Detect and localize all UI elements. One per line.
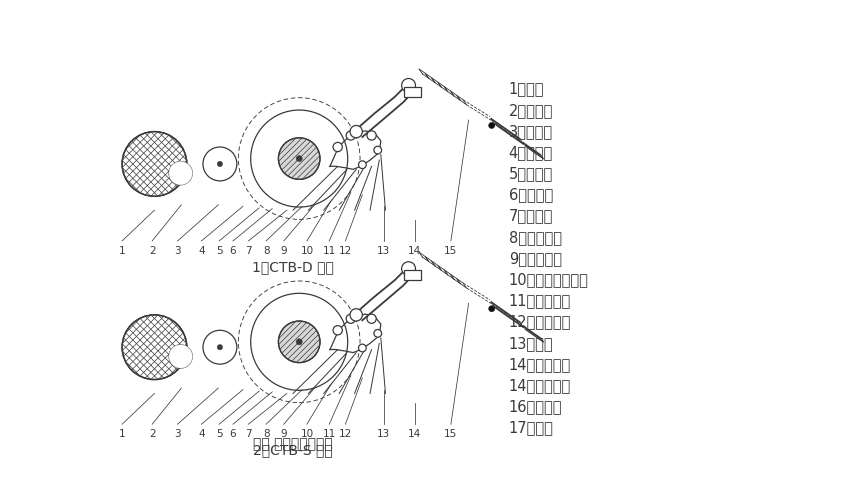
Circle shape: [346, 131, 356, 140]
Text: 12、分闸猝子: 12、分闸猝子: [509, 314, 571, 330]
Text: 16、挂簧轴: 16、挂簧轴: [509, 399, 562, 414]
Circle shape: [367, 314, 376, 324]
Text: 7: 7: [245, 246, 251, 256]
Text: 11、合闸半轴: 11、合闸半轴: [509, 294, 571, 308]
Text: 7: 7: [245, 429, 251, 439]
Text: 17、凸轮: 17、凸轮: [509, 420, 554, 436]
Text: 6: 6: [230, 246, 236, 256]
Circle shape: [250, 294, 348, 390]
Text: 11: 11: [323, 246, 336, 256]
Text: 2: 2: [149, 429, 155, 439]
Text: 14: 14: [408, 246, 421, 256]
Circle shape: [358, 161, 366, 168]
Circle shape: [217, 344, 222, 350]
Text: 13: 13: [377, 246, 391, 256]
Text: 11: 11: [323, 429, 336, 439]
Text: 14、分闸半轴: 14、分闸半轴: [509, 357, 571, 372]
Circle shape: [350, 308, 363, 321]
Circle shape: [402, 78, 415, 92]
Circle shape: [346, 314, 356, 324]
Circle shape: [374, 146, 381, 154]
Text: 10: 10: [301, 429, 313, 439]
Circle shape: [169, 162, 192, 184]
Text: 12: 12: [339, 429, 352, 439]
Circle shape: [296, 156, 302, 162]
Circle shape: [367, 131, 376, 140]
Text: 8、输出拐臂: 8、输出拐臂: [509, 230, 562, 245]
Text: 9: 9: [280, 429, 287, 439]
Text: 4: 4: [198, 246, 205, 256]
Text: 13: 13: [377, 429, 391, 439]
Text: 13、扣件: 13、扣件: [509, 336, 554, 350]
Circle shape: [489, 122, 495, 128]
Text: 6、储能轴: 6、储能轴: [509, 188, 553, 202]
Text: 1: 1: [119, 246, 126, 256]
Text: 14、合闸弹簧: 14、合闸弹簧: [509, 378, 571, 393]
Text: 6: 6: [230, 429, 236, 439]
Text: 9: 9: [280, 246, 287, 256]
Text: 2、CTB-S 机构: 2、CTB-S 机构: [253, 444, 333, 458]
Circle shape: [278, 321, 320, 362]
Circle shape: [489, 306, 495, 312]
Circle shape: [169, 162, 192, 184]
Text: 3、齿轮轴: 3、齿轮轴: [509, 124, 553, 139]
Text: 10: 10: [301, 246, 313, 256]
Circle shape: [169, 345, 192, 368]
Text: 2、小齿轮: 2、小齿轮: [509, 102, 553, 118]
Text: 1、电机: 1、电机: [509, 82, 544, 96]
Text: 4、大齿轮: 4、大齿轮: [509, 145, 553, 160]
Text: 5: 5: [216, 429, 222, 439]
Circle shape: [374, 330, 381, 337]
Circle shape: [358, 344, 366, 352]
Text: 4: 4: [198, 429, 205, 439]
Text: 9、储能拐臂: 9、储能拐臂: [509, 251, 562, 266]
Text: 1: 1: [119, 429, 126, 439]
Text: 8: 8: [263, 246, 269, 256]
Circle shape: [203, 147, 237, 181]
Circle shape: [203, 330, 237, 364]
Circle shape: [122, 315, 187, 380]
Text: 3: 3: [174, 429, 181, 439]
Text: 15: 15: [444, 429, 458, 439]
Text: 5: 5: [216, 246, 222, 256]
Circle shape: [333, 326, 342, 335]
Text: 2: 2: [149, 246, 155, 256]
Circle shape: [169, 345, 192, 368]
Circle shape: [333, 142, 342, 152]
Text: 15: 15: [444, 246, 458, 256]
Text: 14: 14: [408, 429, 421, 439]
Text: 10、储能保持猝子: 10、储能保持猝子: [509, 272, 588, 287]
Circle shape: [122, 132, 187, 196]
Text: 3: 3: [174, 246, 181, 256]
Text: 8: 8: [263, 429, 269, 439]
FancyBboxPatch shape: [404, 270, 421, 280]
Text: 5、驱动爪: 5、驱动爪: [509, 166, 553, 182]
Text: 图一 机构的结构详图: 图一 机构的结构详图: [253, 438, 333, 452]
Circle shape: [296, 338, 302, 345]
Circle shape: [350, 126, 363, 138]
Circle shape: [278, 138, 320, 179]
Circle shape: [217, 162, 222, 166]
Circle shape: [402, 262, 415, 276]
FancyBboxPatch shape: [404, 87, 421, 97]
Circle shape: [250, 110, 348, 207]
Text: 1、CTB-D 机构: 1、CTB-D 机构: [252, 260, 334, 274]
Text: 12: 12: [339, 246, 352, 256]
Text: 7、驱动块: 7、驱动块: [509, 208, 553, 224]
